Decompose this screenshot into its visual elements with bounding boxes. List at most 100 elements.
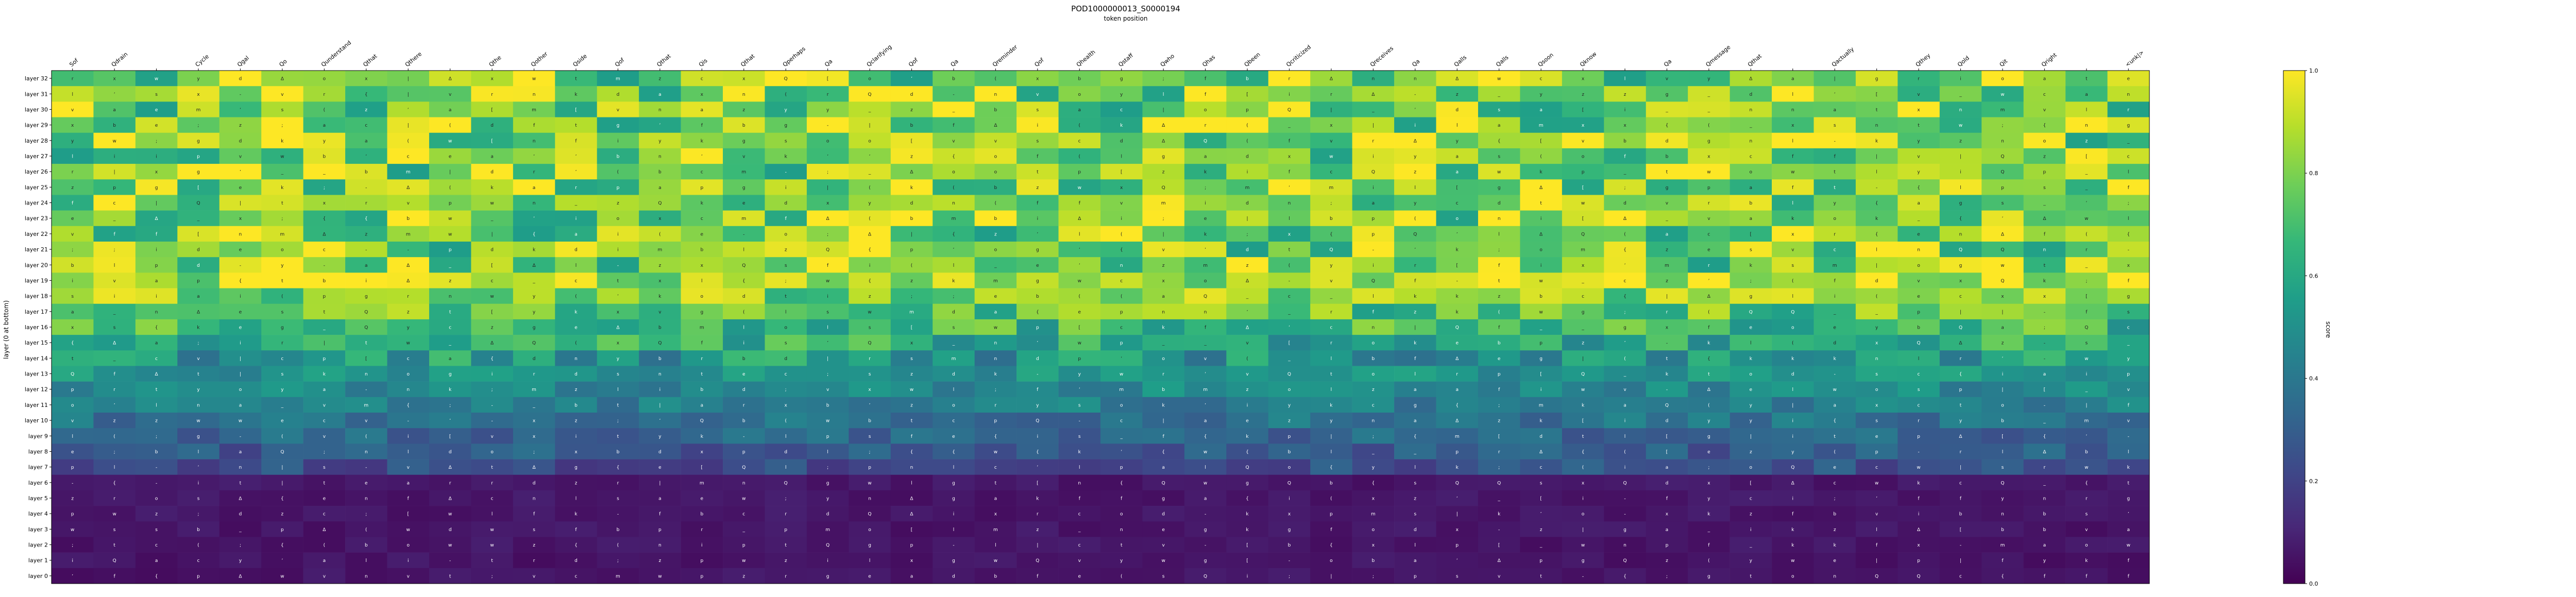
heatmap-cell xyxy=(1394,210,1436,227)
heatmap-cell-glyph: ( xyxy=(324,108,326,113)
heatmap-cell xyxy=(429,195,471,211)
heatmap-cell xyxy=(1184,226,1227,242)
heatmap-cell-glyph: p xyxy=(1288,434,1291,439)
heatmap-cell-glyph: n xyxy=(1833,574,1836,579)
heatmap-cell xyxy=(52,257,94,273)
heatmap-cell xyxy=(806,226,849,242)
heatmap-cell xyxy=(1688,568,1730,584)
heatmap-cell xyxy=(1814,242,1856,258)
heatmap-cell-glyph: ( xyxy=(1414,216,1416,221)
heatmap-cell xyxy=(933,428,975,444)
heatmap-cell xyxy=(471,490,514,506)
heatmap-cell xyxy=(1310,474,1352,491)
heatmap-cell-glyph: g xyxy=(155,185,158,191)
heatmap-cell-glyph: p xyxy=(994,419,997,424)
heatmap-cell xyxy=(681,226,723,242)
heatmap-cell xyxy=(1897,210,1940,227)
heatmap-cell xyxy=(1814,272,1856,288)
heatmap-cell xyxy=(1310,210,1352,227)
heatmap-cell-glyph: o xyxy=(406,372,410,377)
heatmap-cell-glyph: Δ xyxy=(239,574,242,579)
heatmap-cell xyxy=(890,86,933,102)
heatmap-cell-glyph: _ xyxy=(1120,434,1123,439)
heatmap-cell xyxy=(1772,303,1814,320)
heatmap-cell xyxy=(974,164,1017,180)
heatmap-cell xyxy=(639,303,681,320)
heatmap-cell-glyph: ( xyxy=(1624,450,1626,455)
heatmap-cell-glyph: ’ xyxy=(701,155,703,160)
heatmap-cell xyxy=(1981,568,2024,584)
heatmap-cell-glyph: n xyxy=(2001,512,2004,517)
heatmap-cell xyxy=(639,537,681,553)
heatmap-cell-glyph: [ xyxy=(1037,481,1039,486)
heatmap-cell xyxy=(1688,381,1730,398)
heatmap-cell xyxy=(1772,148,1814,164)
heatmap-cell-glyph: m xyxy=(616,77,620,82)
heatmap-cell xyxy=(93,335,136,351)
heatmap-cell xyxy=(1730,164,1772,180)
heatmap-cell xyxy=(1310,195,1352,211)
heatmap-cell-glyph: Q xyxy=(1287,108,1291,113)
heatmap-cell-glyph: _ xyxy=(113,356,116,362)
heatmap-cell-glyph: ’ xyxy=(1414,108,1416,113)
heatmap-cell-glyph: | xyxy=(1163,419,1164,424)
heatmap-cell-glyph: { xyxy=(1120,481,1123,486)
heatmap-cell-glyph: v xyxy=(113,279,116,284)
heatmap-cell-glyph: y xyxy=(785,108,788,113)
heatmap-cell xyxy=(723,164,765,180)
heatmap-cell-glyph: c xyxy=(1372,403,1375,408)
heatmap-cell-glyph: a xyxy=(1204,497,1207,502)
heatmap-cell-glyph: Δ xyxy=(1959,341,1962,346)
heatmap-cell xyxy=(555,537,598,553)
heatmap-cell xyxy=(1939,381,1982,398)
heatmap-cell xyxy=(429,242,471,258)
heatmap-cell xyxy=(429,319,471,335)
heatmap-cell xyxy=(1436,101,1479,117)
heatmap-cell-glyph: ( xyxy=(869,216,871,221)
heatmap-cell xyxy=(2107,366,2150,382)
heatmap-cell xyxy=(1939,568,1982,584)
heatmap-cell-glyph: b xyxy=(658,356,662,362)
heatmap-cell-glyph: d xyxy=(197,263,200,268)
heatmap-cell-glyph: v xyxy=(1330,139,1333,144)
heatmap-cell-glyph: n xyxy=(365,450,368,455)
heatmap-cell-glyph: Q xyxy=(1749,310,1753,315)
heatmap-cell-glyph: ; xyxy=(198,123,199,128)
heatmap-cell-glyph: d xyxy=(784,201,787,206)
heatmap-cell xyxy=(1814,537,1856,553)
heatmap-cell-glyph: Q xyxy=(2001,170,2004,175)
heatmap-cell-glyph: o xyxy=(868,527,871,533)
heatmap-cell-glyph: k xyxy=(1456,248,1459,253)
heatmap-cell-glyph: ’ xyxy=(1624,341,1626,346)
heatmap-cell xyxy=(1268,303,1311,320)
heatmap-cell-glyph: _ xyxy=(2085,387,2088,393)
heatmap-cell-glyph: ’ xyxy=(827,341,828,346)
heatmap-cell xyxy=(974,195,1017,211)
heatmap-cell xyxy=(1394,350,1436,366)
heatmap-cell-glyph: - xyxy=(408,248,409,253)
heatmap-cell-glyph: ( xyxy=(1834,450,1836,455)
heatmap-cell-glyph: v xyxy=(1246,341,1249,346)
heatmap-cell xyxy=(639,552,681,569)
heatmap-cell xyxy=(345,117,387,133)
heatmap-cell-glyph: t xyxy=(281,201,283,206)
heatmap-cell xyxy=(1268,86,1311,102)
heatmap-cell-glyph: _ xyxy=(1707,92,1710,97)
heatmap-cell xyxy=(1814,335,1856,351)
heatmap-cell-glyph: m xyxy=(364,403,368,408)
heatmap-cell xyxy=(1981,350,2024,366)
heatmap-cell-glyph: o xyxy=(1120,403,1123,408)
heatmap-cell-glyph: Q xyxy=(658,341,662,346)
heatmap-cell-glyph: b xyxy=(2043,512,2046,517)
heatmap-cell xyxy=(1855,71,1898,87)
heatmap-cell xyxy=(1688,226,1730,242)
heatmap-cell xyxy=(1939,86,1982,102)
heatmap-cell xyxy=(933,350,975,366)
heatmap-cell-glyph: b xyxy=(1498,341,1501,346)
heatmap-cell xyxy=(806,490,849,506)
heatmap-cell xyxy=(1226,257,1269,273)
heatmap-cell xyxy=(1688,552,1730,569)
heatmap-cell-glyph: v xyxy=(239,155,242,160)
heatmap-cell xyxy=(2023,132,2066,149)
heatmap-cell-glyph: { xyxy=(1959,216,1962,221)
